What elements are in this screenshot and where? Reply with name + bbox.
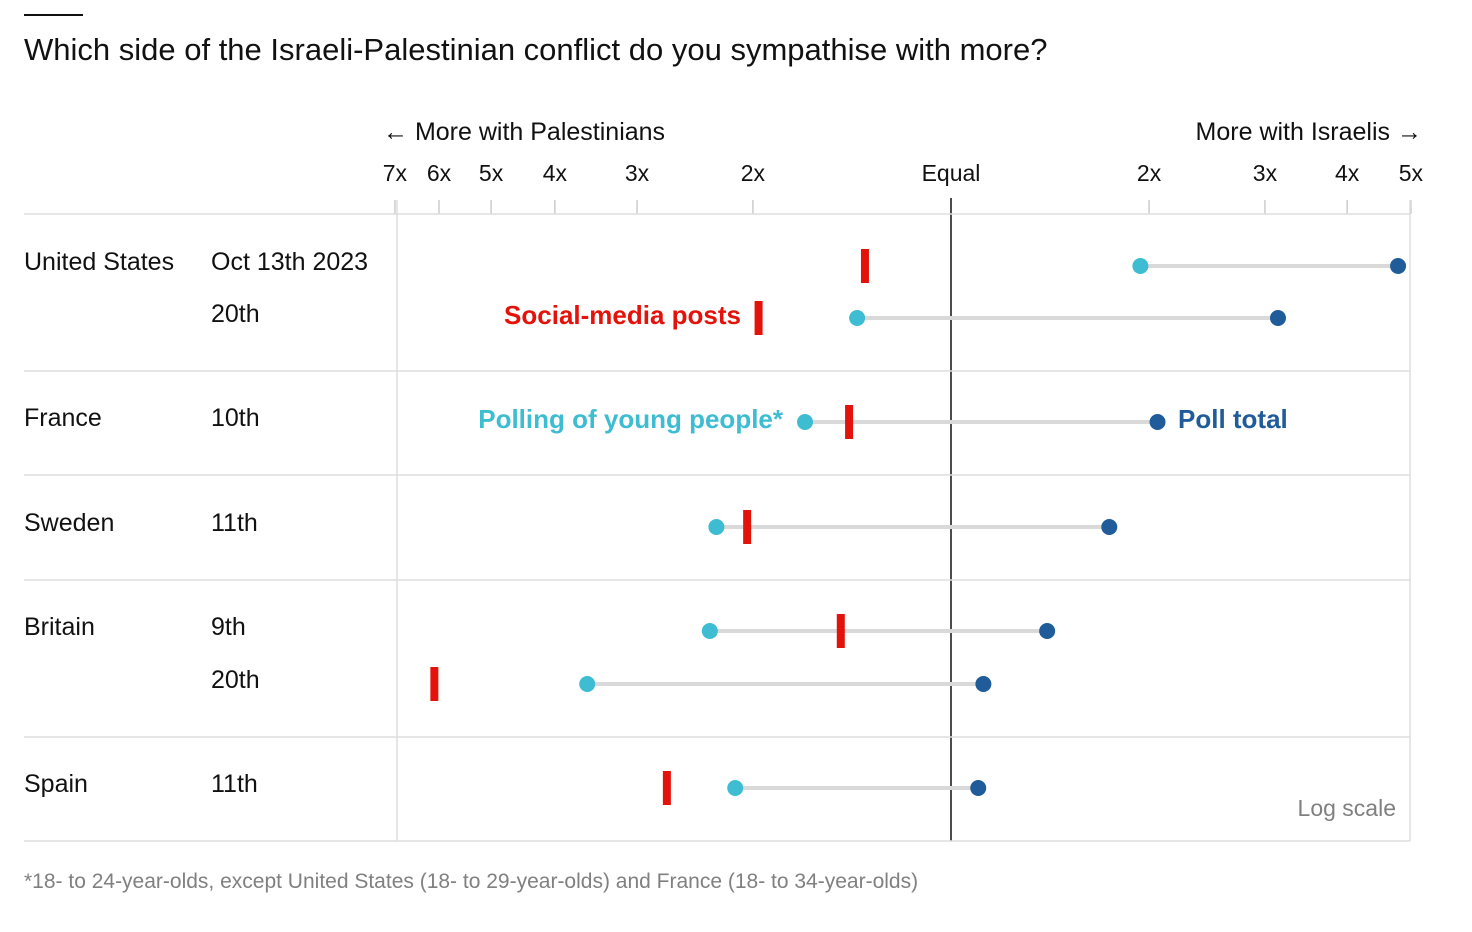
tick-label: 4x bbox=[1335, 160, 1360, 186]
date-label: 20th bbox=[211, 300, 260, 328]
poll-total-dot bbox=[1039, 623, 1056, 639]
date-label: Oct 13th 2023 bbox=[211, 248, 368, 276]
tick-label: 5x bbox=[479, 160, 504, 186]
date-label: 10th bbox=[211, 404, 260, 432]
tick-label: 2x bbox=[1137, 160, 1162, 186]
tick-label: 3x bbox=[1253, 160, 1278, 186]
young-poll-dot bbox=[701, 623, 718, 639]
tick-label: Equal bbox=[922, 160, 981, 186]
country-group-sweden: Sweden 11th bbox=[24, 509, 1118, 544]
date-label: 11th bbox=[211, 509, 258, 537]
tick-label: 4x bbox=[543, 160, 568, 186]
date-label: 9th bbox=[211, 613, 246, 641]
series-label-young: Polling of young people* bbox=[478, 404, 784, 434]
poll-total-dot bbox=[975, 676, 992, 692]
country-label: Sweden bbox=[24, 509, 114, 537]
tick-label: 6x bbox=[427, 160, 452, 186]
footnote: *18- to 24-year-olds, except United Stat… bbox=[24, 870, 918, 893]
date-label: 20th bbox=[211, 666, 260, 694]
young-poll-dot bbox=[708, 519, 725, 535]
chart-title: Which side of the Israeli-Palestinian co… bbox=[24, 32, 1047, 67]
young-poll-dot bbox=[727, 780, 744, 796]
country-label: United States bbox=[24, 248, 174, 276]
country-group-united-states: United States Oct 13th 2023 20th bbox=[24, 248, 1407, 335]
tick-label: 3x bbox=[625, 160, 650, 186]
poll-total-dot bbox=[1390, 258, 1407, 274]
series-label-total: Poll total bbox=[1178, 404, 1288, 434]
social-media-marker bbox=[836, 614, 845, 648]
country-group-france: France 10th bbox=[24, 404, 1166, 439]
social-media-marker bbox=[845, 405, 854, 439]
social-media-marker bbox=[754, 301, 763, 335]
poll-total-dot bbox=[970, 780, 987, 796]
social-media-marker bbox=[743, 510, 752, 544]
poll-total-dot bbox=[1101, 519, 1118, 535]
country-label: Britain bbox=[24, 613, 95, 641]
date-label: 11th bbox=[211, 770, 258, 798]
tick-label: 5x bbox=[1399, 160, 1424, 186]
young-poll-dot bbox=[579, 676, 596, 692]
country-label: Spain bbox=[24, 770, 88, 798]
tick-label: 7x bbox=[383, 160, 408, 186]
tick-label: 2x bbox=[741, 160, 766, 186]
young-poll-dot bbox=[849, 310, 866, 326]
young-poll-dot bbox=[797, 414, 814, 430]
social-media-marker bbox=[662, 771, 671, 805]
poll-total-dot bbox=[1149, 414, 1166, 430]
young-poll-dot bbox=[1132, 258, 1149, 274]
log-scale-label: Log scale bbox=[1298, 795, 1396, 821]
series-label-social: Social-media posts bbox=[504, 300, 741, 330]
poll-total-dot bbox=[1269, 310, 1286, 326]
country-group-spain: Spain 11th bbox=[24, 770, 987, 805]
social-media-marker bbox=[430, 667, 439, 701]
right-direction-label: More with Israelis → bbox=[1196, 118, 1422, 146]
social-media-marker bbox=[860, 249, 869, 283]
country-group-britain: Britain 9th 20th bbox=[24, 613, 1056, 701]
country-label: France bbox=[24, 404, 102, 432]
left-direction-label: ← More with Palestinians bbox=[383, 118, 665, 146]
